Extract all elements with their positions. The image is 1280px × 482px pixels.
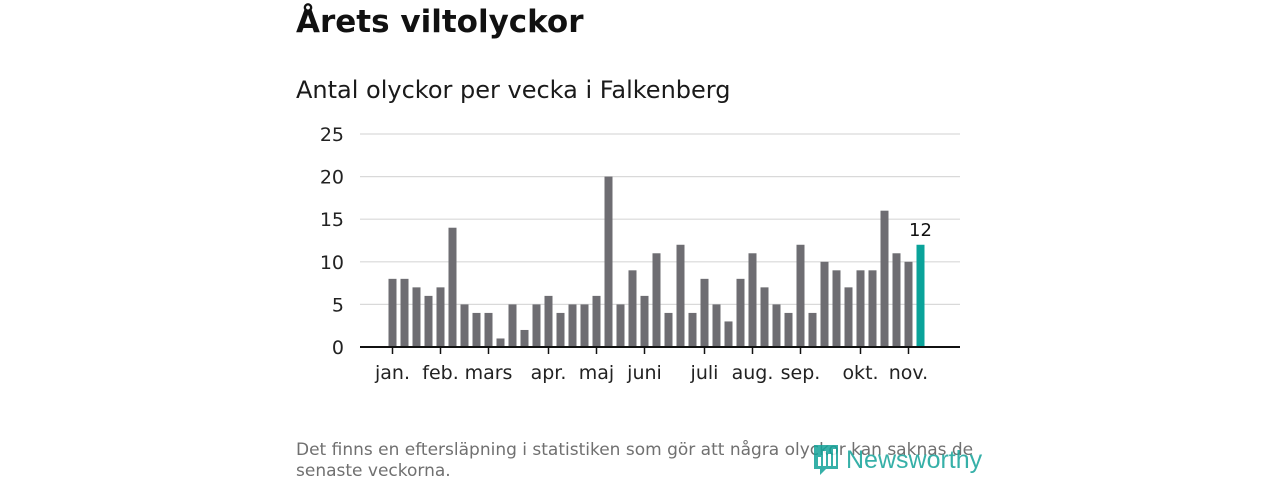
bar <box>580 304 589 347</box>
bar <box>508 304 517 347</box>
bar <box>388 278 397 347</box>
bar <box>568 304 577 347</box>
bar <box>736 278 745 347</box>
bar <box>844 287 853 347</box>
y-tick-label: 0 <box>332 337 344 359</box>
bar <box>856 270 865 347</box>
bar <box>904 261 913 347</box>
bar <box>808 312 817 347</box>
bar-chart: 0 5 10 15 20 25 12 jan. feb. mars apr. maj juni juli a… <box>320 124 960 384</box>
bar <box>712 304 721 347</box>
bar <box>772 304 781 347</box>
bar <box>544 295 553 347</box>
bar <box>652 253 661 347</box>
bar <box>784 312 793 347</box>
x-tick-label: maj <box>579 362 614 384</box>
bar <box>472 312 481 347</box>
x-tick-label: mars <box>465 362 513 384</box>
bar <box>796 244 805 347</box>
newsworthy-logo: Newsworthy <box>812 440 982 480</box>
bar <box>592 295 601 347</box>
bar <box>868 270 877 347</box>
y-tick-label: 25 <box>320 124 344 146</box>
bar <box>628 270 637 347</box>
bar <box>760 287 769 347</box>
bar <box>424 295 433 347</box>
x-tick-label: okt. <box>842 362 878 384</box>
bar <box>496 338 505 347</box>
bar <box>532 304 541 347</box>
bar <box>724 321 733 347</box>
x-tick-label: juli <box>690 362 719 384</box>
bar <box>676 244 685 347</box>
x-tick-label: nov. <box>889 362 928 384</box>
bar <box>820 261 829 347</box>
bar <box>892 253 901 347</box>
page-title: Årets viltolyckor <box>296 4 584 40</box>
bar-highlight <box>916 244 925 347</box>
x-tick-label: juni <box>626 362 662 384</box>
bar-chart-logo-icon <box>814 445 838 475</box>
bar <box>556 312 565 347</box>
bar <box>688 312 697 347</box>
highlight-value-label: 12 <box>909 220 932 241</box>
bar <box>520 329 529 347</box>
y-tick-label: 20 <box>320 167 344 189</box>
bar <box>484 312 493 347</box>
bar <box>412 287 421 347</box>
bar <box>400 278 409 347</box>
chart-subtitle: Antal olyckor per vecka i Falkenberg <box>296 76 731 104</box>
x-tick-label: jan. <box>374 362 410 384</box>
x-tick-label: sep. <box>781 362 821 384</box>
y-tick-label: 5 <box>332 294 344 316</box>
footnote: Det finns en eftersläpning i statistiken… <box>296 440 974 481</box>
bar <box>700 278 709 347</box>
bar <box>436 287 445 347</box>
y-tick-label: 15 <box>320 209 344 231</box>
bar <box>448 227 457 347</box>
bar <box>604 176 613 347</box>
bar <box>664 312 673 347</box>
bar <box>880 210 889 347</box>
bar <box>748 253 757 347</box>
bar <box>460 304 469 347</box>
x-tick-label: feb. <box>422 362 458 384</box>
bar <box>640 295 649 347</box>
bar <box>832 270 841 347</box>
bar <box>616 304 625 347</box>
logo-text: Newsworthy <box>846 445 983 474</box>
x-tick-label: aug. <box>732 362 774 384</box>
y-tick-label: 10 <box>320 252 344 274</box>
x-tick-label: apr. <box>531 362 567 384</box>
